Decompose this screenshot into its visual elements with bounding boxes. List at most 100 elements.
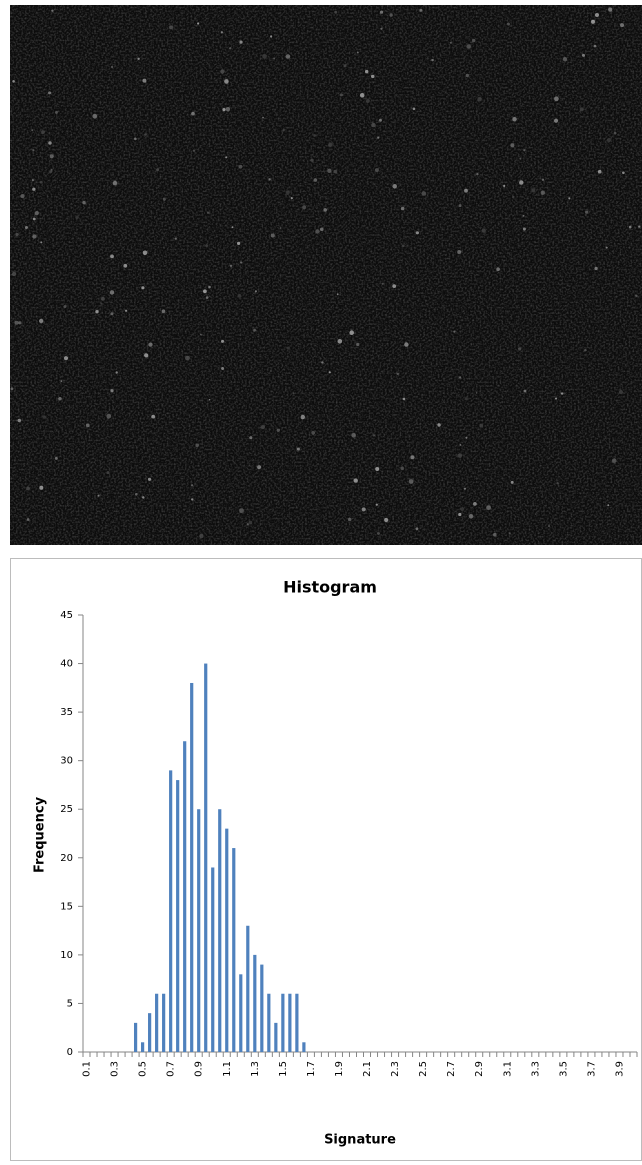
speckle xyxy=(314,178,318,182)
speckle xyxy=(582,54,585,57)
speckle xyxy=(466,74,469,77)
speckle xyxy=(450,42,452,44)
speckle xyxy=(32,179,34,181)
y-tick-label: 10 xyxy=(60,950,73,961)
speckle xyxy=(221,340,224,343)
microscopy-image xyxy=(10,5,642,545)
speckle xyxy=(270,35,272,37)
bar xyxy=(267,994,270,1052)
speckle xyxy=(397,373,399,375)
bar xyxy=(169,770,172,1052)
bar xyxy=(239,974,242,1052)
speckle xyxy=(11,387,14,390)
speckle xyxy=(100,303,102,305)
speckle xyxy=(351,433,356,438)
speckle xyxy=(199,534,203,538)
speckle xyxy=(377,532,380,535)
speckle xyxy=(106,414,111,419)
speckle xyxy=(403,398,406,401)
y-tick-label: 15 xyxy=(60,901,73,912)
speckle xyxy=(110,255,114,259)
x-tick-label: 1.3 xyxy=(250,1061,261,1077)
bar xyxy=(274,1023,277,1052)
speckle xyxy=(144,133,147,136)
speckle xyxy=(402,245,405,248)
bar xyxy=(281,994,284,1052)
speckle xyxy=(141,286,144,289)
speckle xyxy=(287,347,290,350)
speckle xyxy=(110,389,113,392)
speckle xyxy=(239,165,243,169)
y-tick-label: 20 xyxy=(60,853,73,864)
speckle xyxy=(232,226,234,228)
speckle xyxy=(239,508,244,513)
speckle xyxy=(348,518,352,522)
speckle xyxy=(568,197,570,199)
speckle xyxy=(197,22,199,24)
speckle xyxy=(334,11,337,14)
speckle xyxy=(523,228,526,231)
speckle xyxy=(320,228,324,232)
x-tick-label: 0.5 xyxy=(138,1061,149,1077)
bar xyxy=(288,994,291,1052)
speckle xyxy=(422,191,427,196)
speckle xyxy=(191,112,195,116)
speckle xyxy=(458,453,463,458)
speckle xyxy=(262,117,264,119)
speckle xyxy=(49,170,52,173)
speckle xyxy=(98,495,100,497)
bar xyxy=(302,1042,305,1052)
speckle xyxy=(110,290,114,294)
speckle xyxy=(523,149,525,151)
speckle xyxy=(237,242,240,245)
speckle xyxy=(148,478,151,481)
speckle xyxy=(313,134,316,137)
speckle xyxy=(510,143,514,147)
speckle xyxy=(410,455,414,459)
speckle xyxy=(612,458,617,463)
speckle xyxy=(459,376,461,378)
chart-title: Histogram xyxy=(283,578,377,597)
speckle xyxy=(271,234,275,238)
speckle xyxy=(413,108,416,111)
speckle xyxy=(41,130,45,134)
speckle xyxy=(337,293,339,295)
speckle xyxy=(416,527,419,530)
speckle xyxy=(191,498,193,500)
speckle xyxy=(384,518,388,522)
speckle xyxy=(55,111,58,114)
speckle xyxy=(116,371,118,373)
speckle xyxy=(15,233,18,236)
speckle xyxy=(519,158,521,160)
speckle xyxy=(328,143,332,147)
speckle xyxy=(366,99,370,103)
x-tick-label: 1.1 xyxy=(222,1061,233,1077)
speckle xyxy=(280,227,282,229)
speckle xyxy=(134,138,137,141)
x-tick-label: 3.9 xyxy=(614,1061,625,1077)
speckle xyxy=(486,505,491,510)
speckle xyxy=(32,149,34,151)
speckle xyxy=(277,429,280,432)
speckle xyxy=(247,523,249,525)
speckle xyxy=(249,436,252,439)
speckle xyxy=(563,57,567,61)
speckle xyxy=(12,272,16,276)
speckle xyxy=(162,309,166,313)
x-tick-label: 0.9 xyxy=(194,1061,205,1077)
speckle xyxy=(620,23,624,27)
speckle xyxy=(310,159,313,162)
speckle xyxy=(401,207,405,211)
speckle xyxy=(541,191,545,195)
speckle xyxy=(293,393,295,395)
speckle xyxy=(169,25,173,29)
speckle xyxy=(380,28,382,30)
speckle xyxy=(595,13,599,17)
speckle xyxy=(377,137,379,139)
speckle xyxy=(409,479,414,484)
speckle xyxy=(297,448,300,451)
speckle xyxy=(496,267,500,271)
speckle xyxy=(226,107,230,111)
speckle xyxy=(362,507,366,511)
speckle xyxy=(163,198,166,201)
